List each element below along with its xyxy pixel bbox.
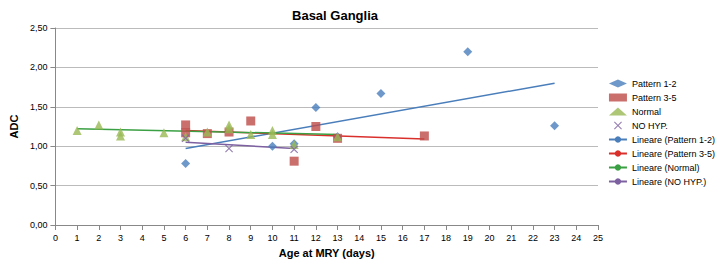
svg-text:Lineare (Pattern 1-2): Lineare (Pattern 1-2) bbox=[632, 135, 715, 145]
svg-text:12: 12 bbox=[311, 233, 321, 243]
svg-text:25: 25 bbox=[593, 233, 603, 243]
svg-text:23: 23 bbox=[550, 233, 560, 243]
svg-text:Lineare (NO HYP.): Lineare (NO HYP.) bbox=[632, 177, 706, 187]
svg-text:2,00: 2,00 bbox=[30, 62, 48, 72]
svg-text:11: 11 bbox=[289, 233, 298, 243]
svg-text:3: 3 bbox=[118, 233, 123, 243]
svg-text:4: 4 bbox=[140, 233, 145, 243]
svg-text:24: 24 bbox=[571, 233, 581, 243]
svg-text:19: 19 bbox=[463, 233, 473, 243]
svg-text:NO HYP.: NO HYP. bbox=[632, 121, 668, 131]
svg-text:Age at MRY (days): Age at MRY (days) bbox=[279, 247, 375, 259]
svg-text:Lineare (Normal): Lineare (Normal) bbox=[632, 163, 700, 173]
svg-text:17: 17 bbox=[419, 233, 429, 243]
svg-text:1: 1 bbox=[75, 233, 80, 243]
svg-text:1,00: 1,00 bbox=[30, 141, 48, 151]
svg-text:1,50: 1,50 bbox=[30, 102, 48, 112]
svg-text:7: 7 bbox=[205, 233, 210, 243]
svg-text:14: 14 bbox=[354, 233, 364, 243]
svg-text:5: 5 bbox=[161, 233, 166, 243]
svg-text:0,50: 0,50 bbox=[30, 181, 48, 191]
svg-text:Normal: Normal bbox=[632, 107, 661, 117]
svg-text:16: 16 bbox=[398, 233, 408, 243]
svg-text:0: 0 bbox=[53, 233, 58, 243]
svg-text:22: 22 bbox=[528, 233, 538, 243]
svg-text:6: 6 bbox=[183, 233, 188, 243]
svg-text:Pattern 1-2: Pattern 1-2 bbox=[632, 79, 677, 89]
svg-text:ADC: ADC bbox=[8, 115, 20, 139]
svg-text:13: 13 bbox=[333, 233, 343, 243]
svg-text:2: 2 bbox=[96, 233, 101, 243]
svg-text:Pattern 3-5: Pattern 3-5 bbox=[632, 93, 677, 103]
svg-text:8: 8 bbox=[227, 233, 232, 243]
svg-text:20: 20 bbox=[484, 233, 494, 243]
svg-text:18: 18 bbox=[441, 233, 451, 243]
svg-text:9: 9 bbox=[248, 233, 253, 243]
svg-text:2,50: 2,50 bbox=[30, 23, 48, 33]
svg-text:15: 15 bbox=[376, 233, 386, 243]
svg-text:10: 10 bbox=[267, 233, 277, 243]
svg-text:Basal Ganglia: Basal Ganglia bbox=[292, 8, 379, 23]
svg-text:0,00: 0,00 bbox=[30, 220, 48, 230]
svg-text:Lineare (Pattern 3-5): Lineare (Pattern 3-5) bbox=[632, 149, 715, 159]
svg-text:21: 21 bbox=[506, 233, 516, 243]
